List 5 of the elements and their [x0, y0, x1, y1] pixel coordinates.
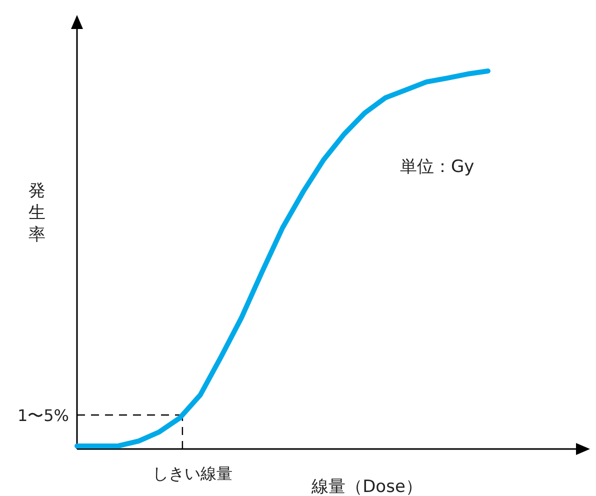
x-axis-title: 線量（Dose）: [310, 477, 422, 496]
ref-line-label: 1〜5%: [17, 406, 69, 425]
annotation: 単位：Gy: [400, 157, 474, 177]
y-axis-title: 発生率: [28, 181, 46, 245]
text: しきい線量: [152, 464, 232, 483]
